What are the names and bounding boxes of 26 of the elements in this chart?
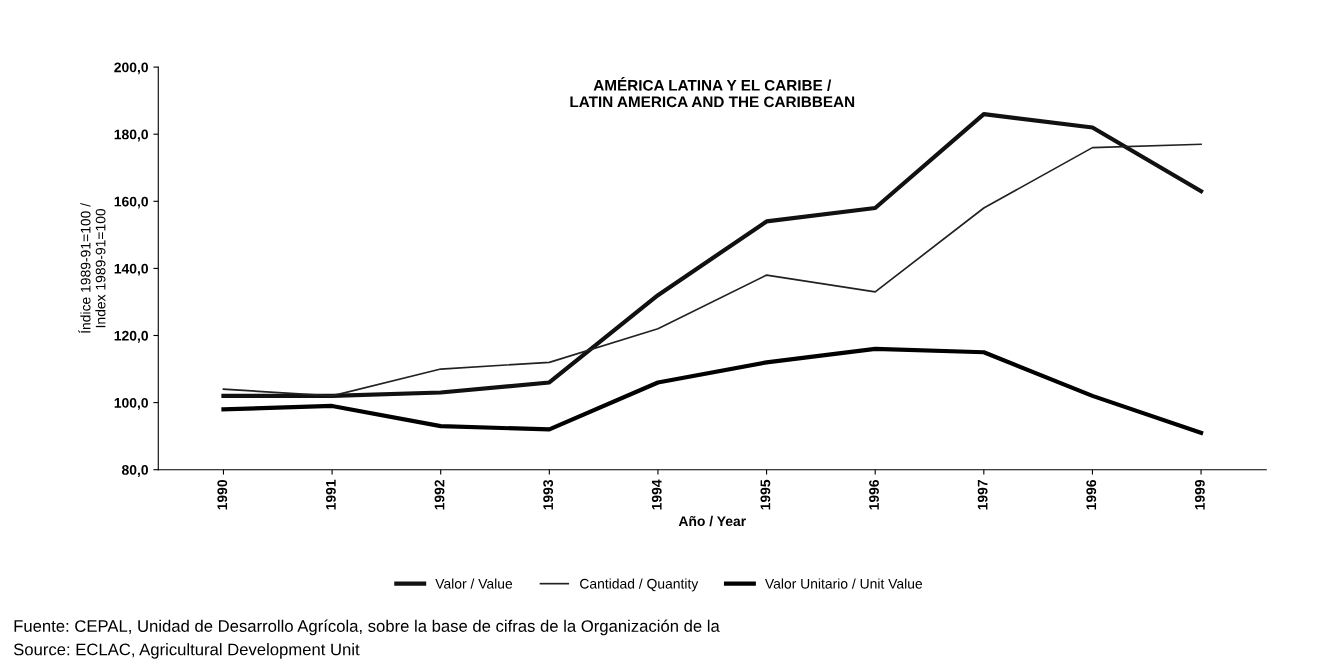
x-axis-title: Año / Year <box>678 515 746 527</box>
y-axis-title: Índice 1989-91=100 / Index 1989-91=100 <box>78 202 106 333</box>
y-tick-label: 140,0 <box>114 263 148 276</box>
x-tick-label: 1996 <box>1086 479 1097 510</box>
x-tick-label: 1999 <box>1194 479 1205 510</box>
y-tick-label: 160,0 <box>114 196 148 209</box>
x-tick-label: 1995 <box>760 479 771 510</box>
source-note: Source: ECLAC, Agricultural Development Unit <box>13 643 360 659</box>
x-tick-label: 1994 <box>651 479 662 510</box>
x-tick-label: 1997 <box>977 480 988 510</box>
x-tick-label: 1990 <box>217 479 228 510</box>
legend-label: Valor Unitario / Unit Value <box>764 578 923 589</box>
y-tick-label: 200,0 <box>114 62 148 75</box>
y-tick-label: 120,0 <box>114 330 148 343</box>
legend-label: Valor / Value <box>435 578 513 589</box>
text: AMÉRICA LATINA Y EL CARIBE / LATIN AMERICA AND THE CARIBBEAN <box>570 77 855 108</box>
y-tick-label: 100,0 <box>114 397 148 410</box>
y-tick-label: 80,0 <box>121 465 148 477</box>
x-tick-label: 1993 <box>543 479 554 510</box>
line-series <box>221 346 1204 435</box>
source-note: Fuente: CEPAL, Unidad de Desarrollo Agrícola, sobre la base de cifras de la Organización de la <box>14 619 720 636</box>
x-tick-label: 1992 <box>434 479 445 510</box>
y-tick-label: 180,0 <box>114 129 148 142</box>
x-tick-label: 1996 <box>869 479 879 510</box>
x-tick-label: 1991 <box>325 479 336 510</box>
legend-label: Cantidad / Quantity <box>580 578 699 592</box>
